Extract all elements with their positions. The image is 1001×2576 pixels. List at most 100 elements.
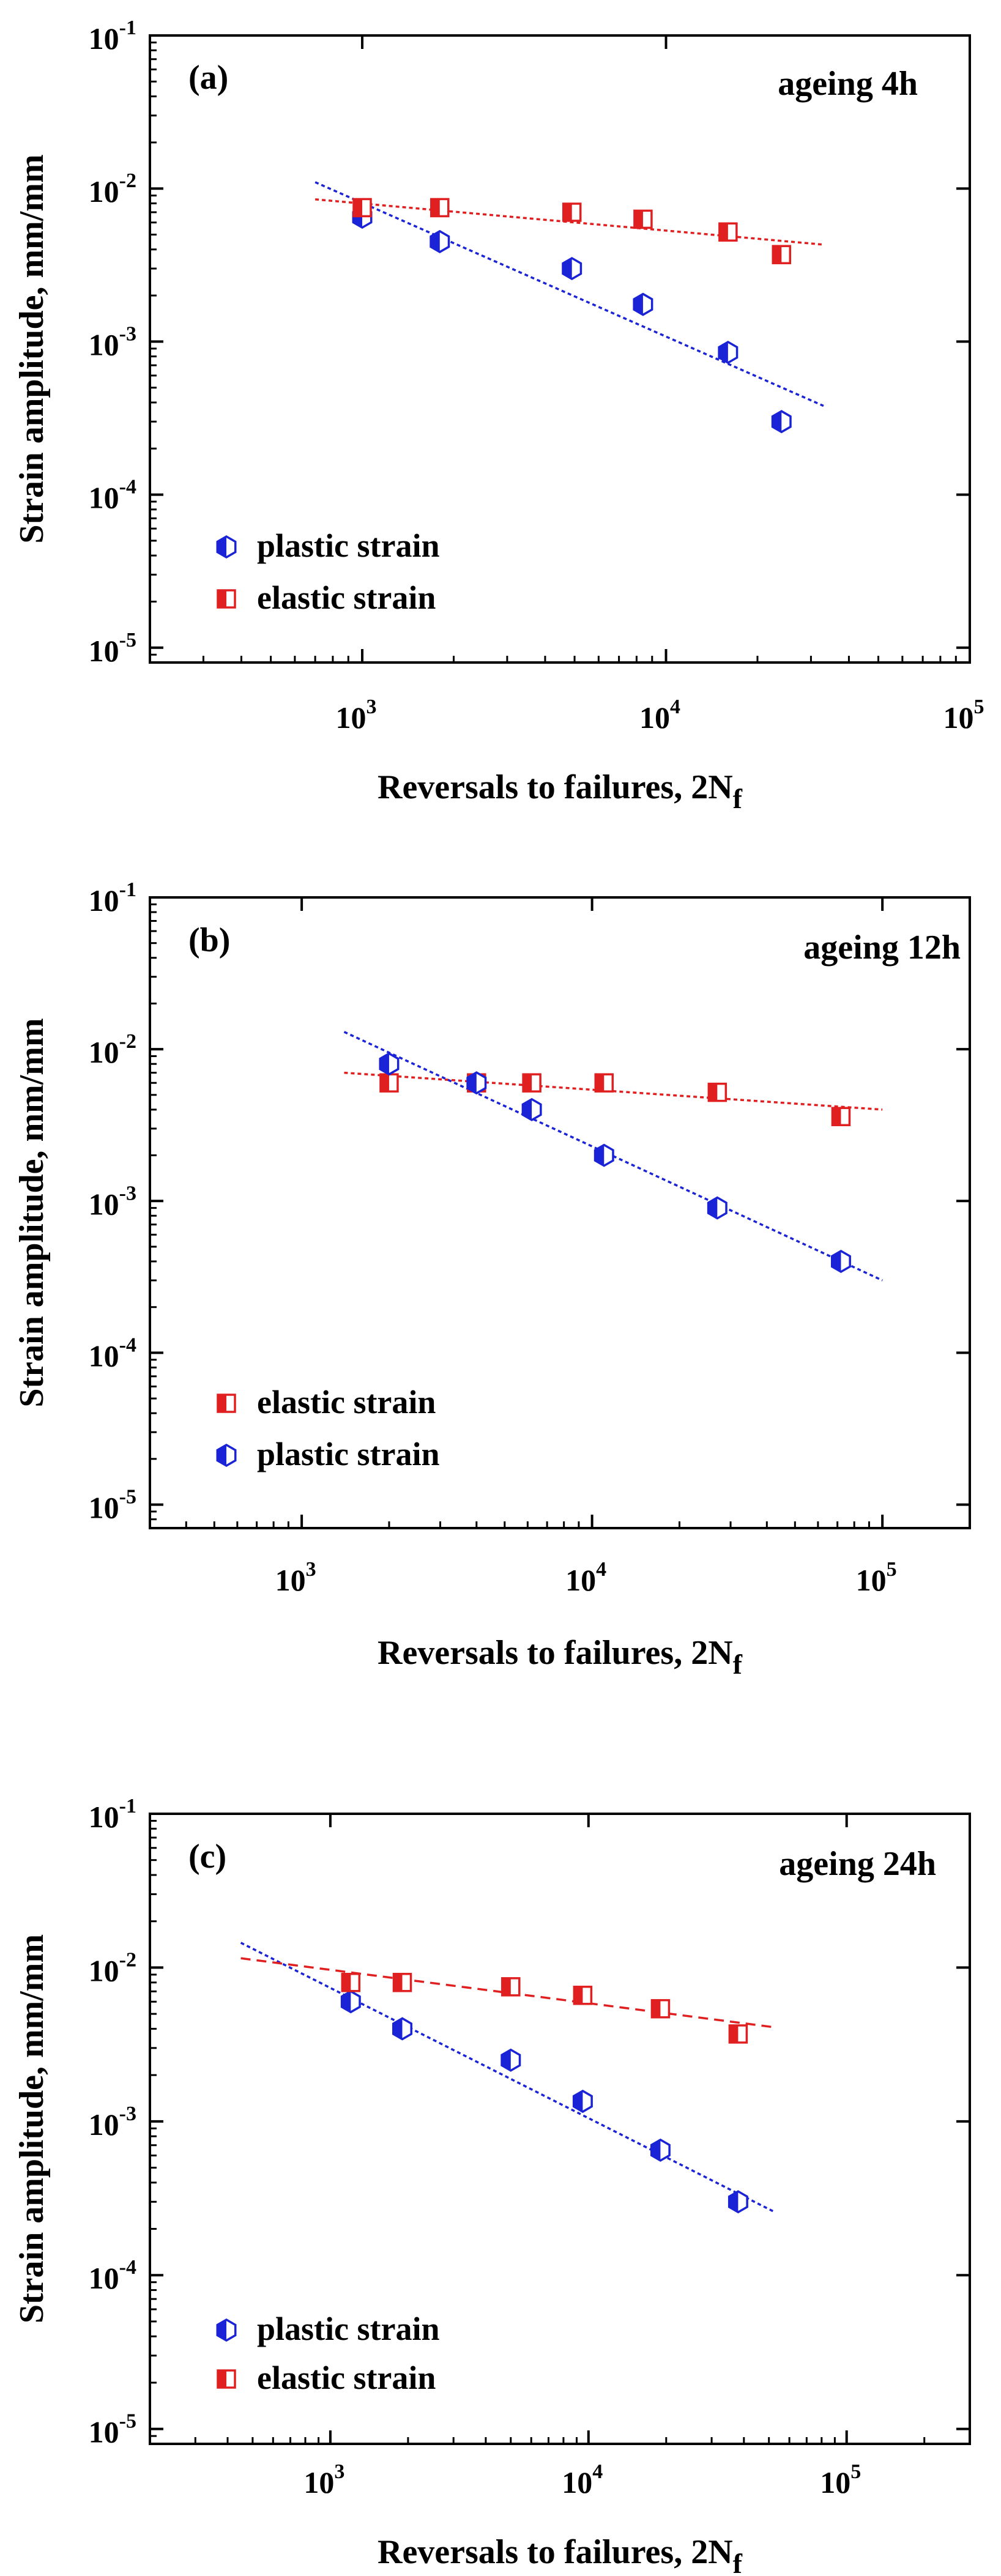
marker-fill xyxy=(719,342,728,363)
elastic-fit-line xyxy=(240,1957,774,2029)
marker-fill xyxy=(709,1083,718,1101)
plastic-strain-point xyxy=(466,1071,487,1095)
y-axis-title: Strain amplitude, mm/mm xyxy=(13,1934,51,2323)
y-tick-base: 10 xyxy=(89,883,119,918)
legend-plastic-marker xyxy=(216,2318,237,2342)
plastic-strain-point xyxy=(572,2090,593,2114)
plastic-fit-line xyxy=(240,1942,774,2213)
marker-fill xyxy=(502,1978,511,1995)
x-tick-base: 10 xyxy=(820,2465,850,2500)
plastic-strain-point xyxy=(521,1097,542,1121)
plastic-strain-point xyxy=(500,2048,521,2072)
marker-fill xyxy=(354,199,363,217)
y-tick-label: 10-2 xyxy=(89,169,136,209)
marker-fill xyxy=(431,231,440,252)
x-tick-label: 104 xyxy=(639,696,680,735)
marker-fill xyxy=(217,2320,226,2340)
x-tick-exponent: 4 xyxy=(670,696,680,718)
y-tick-base: 10 xyxy=(89,634,119,668)
y-tick-base: 10 xyxy=(89,1338,119,1373)
legend-elastic-marker xyxy=(217,589,236,609)
y-tick-exponent: -5 xyxy=(119,1486,136,1509)
marker-fill xyxy=(595,1074,605,1092)
y-tick-exponent: -4 xyxy=(119,2256,136,2279)
legend-plastic-marker xyxy=(216,535,237,559)
y-tick-base: 10 xyxy=(89,1491,119,1525)
y-tick-label: 10-3 xyxy=(89,2103,136,2142)
marker-fill xyxy=(523,1099,532,1120)
elastic-strain-point xyxy=(522,1073,541,1093)
marker-fill xyxy=(634,294,643,315)
x-tick-label: 103 xyxy=(275,1558,316,1597)
y-tick-label: 10-4 xyxy=(89,1334,136,1373)
x-tick-base: 10 xyxy=(275,1563,306,1597)
y-tick-label: 10-2 xyxy=(89,1948,136,1988)
x-tick-exponent: 5 xyxy=(850,2460,861,2483)
x-axis-title-main: Reversals to failures, 2N xyxy=(378,2533,733,2571)
elastic-strain-point xyxy=(831,1107,851,1126)
elastic-strain-point xyxy=(379,1073,399,1093)
y-tick-label: 10-2 xyxy=(89,1030,136,1069)
x-tick-exponent: 4 xyxy=(592,2460,603,2483)
plot-frame xyxy=(149,896,971,1529)
y-tick-label: 10-4 xyxy=(89,2256,136,2295)
elastic-strain-point xyxy=(352,198,372,218)
y-tick-exponent: -1 xyxy=(119,1795,136,1817)
marker-fill xyxy=(502,2049,511,2071)
marker-fill xyxy=(574,1986,583,2004)
marker-fill xyxy=(832,1251,841,1272)
x-tick-exponent: 3 xyxy=(367,696,377,718)
elastic-strain-point xyxy=(718,222,738,242)
x-axis-title: Reversals to failures, 2Nf xyxy=(378,2533,743,2576)
legend-plastic-label: plastic strain xyxy=(257,2311,440,2347)
legend-plastic-marker xyxy=(216,1443,237,1468)
marker-fill xyxy=(832,1108,841,1126)
x-tick-exponent: 3 xyxy=(334,2460,344,2483)
marker-fill xyxy=(380,1074,389,1092)
legend-plastic-label: plastic strain xyxy=(257,1436,440,1472)
y-tick-label: 10-4 xyxy=(89,476,136,515)
y-tick-exponent: -5 xyxy=(119,629,136,651)
x-tick-exponent: 5 xyxy=(887,1558,897,1581)
elastic-strain-point xyxy=(562,202,582,222)
y-tick-base: 10 xyxy=(89,1035,119,1069)
y-tick-exponent: -4 xyxy=(119,1334,136,1356)
plastic-strain-point xyxy=(340,1990,361,2014)
panel-annotation: ageing 24h xyxy=(779,1845,936,1883)
y-tick-base: 10 xyxy=(89,174,119,209)
marker-fill xyxy=(634,210,643,228)
x-axis-title-main: Reversals to failures, 2N xyxy=(378,768,733,806)
y-tick-label: 10-3 xyxy=(89,322,136,362)
y-tick-base: 10 xyxy=(89,481,119,515)
x-tick-label: 103 xyxy=(336,696,377,735)
panel-label: (a) xyxy=(188,59,228,97)
plastic-strain-point xyxy=(718,341,739,365)
y-tick-exponent: -1 xyxy=(119,17,136,39)
x-tick-base: 10 xyxy=(565,1563,596,1597)
y-tick-label: 10-5 xyxy=(89,1486,136,1525)
x-tick-label: 105 xyxy=(856,1558,897,1597)
x-tick-base: 10 xyxy=(562,2465,592,2500)
marker-fill xyxy=(719,223,728,241)
marker-fill xyxy=(393,2018,403,2040)
y-tick-exponent: -2 xyxy=(119,1030,136,1053)
y-tick-exponent: -4 xyxy=(119,476,136,499)
legend-elastic-marker xyxy=(217,2369,236,2389)
panel-annotation: ageing 4h xyxy=(778,65,918,103)
elastic-strain-point xyxy=(594,1073,614,1093)
elastic-strain-point xyxy=(392,1973,412,1992)
y-tick-base: 10 xyxy=(89,2415,119,2449)
marker-fill xyxy=(595,1145,605,1166)
legend-elastic-label: elastic strain xyxy=(257,579,436,616)
x-tick-label: 105 xyxy=(943,696,984,735)
elastic-strain-point xyxy=(573,1986,593,2005)
x-tick-base: 10 xyxy=(856,1563,887,1597)
elastic-strain-point xyxy=(772,245,792,264)
x-tick-exponent: 3 xyxy=(306,1558,316,1581)
elastic-strain-point xyxy=(633,209,653,229)
plastic-strain-point xyxy=(707,1196,727,1220)
plastic-strain-point xyxy=(562,256,582,281)
marker-fill xyxy=(773,246,782,264)
marker-fill xyxy=(217,1445,226,1466)
